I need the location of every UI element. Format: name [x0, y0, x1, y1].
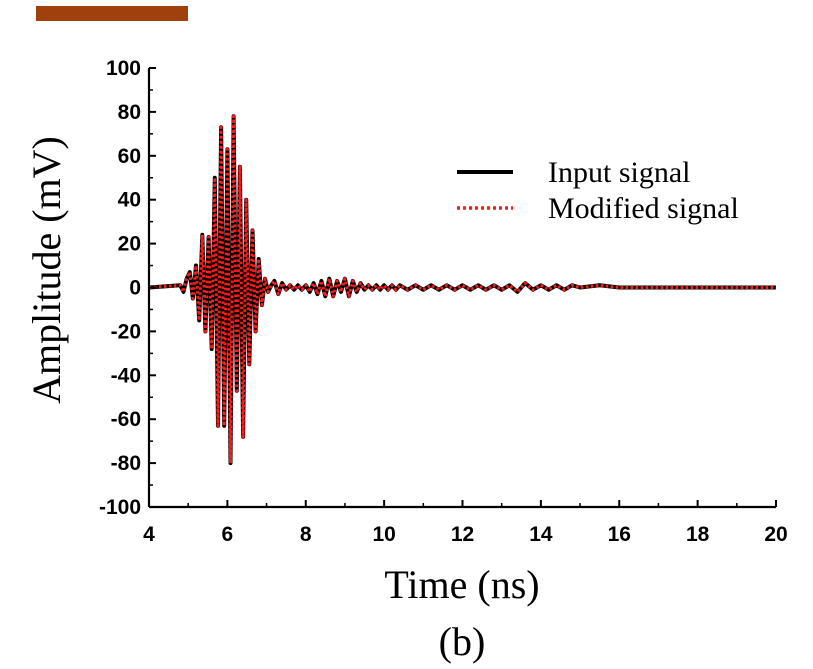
x-tick-label: 10 [372, 523, 395, 546]
decorative-accent-bar [36, 6, 188, 21]
x-tick-label: 14 [529, 523, 553, 546]
x-tick-label: 12 [451, 523, 474, 546]
x-tick-label: 20 [764, 523, 787, 546]
x-tick-label: 6 [222, 523, 234, 546]
y-tick-label: 80 [118, 101, 141, 124]
y-tick-label: -20 [111, 320, 141, 343]
y-tick-label: 100 [106, 57, 141, 80]
x-axis-title: Time (ns) [384, 562, 539, 607]
x-tick-label: 8 [300, 523, 312, 546]
axes [147, 67, 777, 509]
x-tick-label: 18 [686, 523, 710, 546]
y-tick-label: -60 [111, 408, 141, 431]
y-tick-label: -40 [111, 364, 141, 387]
x-tick-label: 4 [143, 523, 155, 546]
y-axis-title: Amplitude (mV) [24, 136, 69, 404]
y-tick-label: 20 [118, 233, 141, 256]
legend-label-input-signal: Input signal [548, 156, 691, 189]
y-tick-label: 0 [129, 277, 141, 300]
series-line-modified-signal [148, 114, 776, 465]
plot-area [148, 114, 776, 466]
legend-label-modified-signal: Modified signal [548, 192, 739, 225]
y-tick-label: -80 [111, 452, 141, 475]
panel-label: (b) [439, 619, 486, 664]
y-tick-label: -100 [99, 496, 141, 519]
x-tick-label: 16 [608, 523, 631, 546]
y-tick-label: 60 [118, 145, 141, 168]
y-tick-label: 40 [118, 189, 141, 212]
